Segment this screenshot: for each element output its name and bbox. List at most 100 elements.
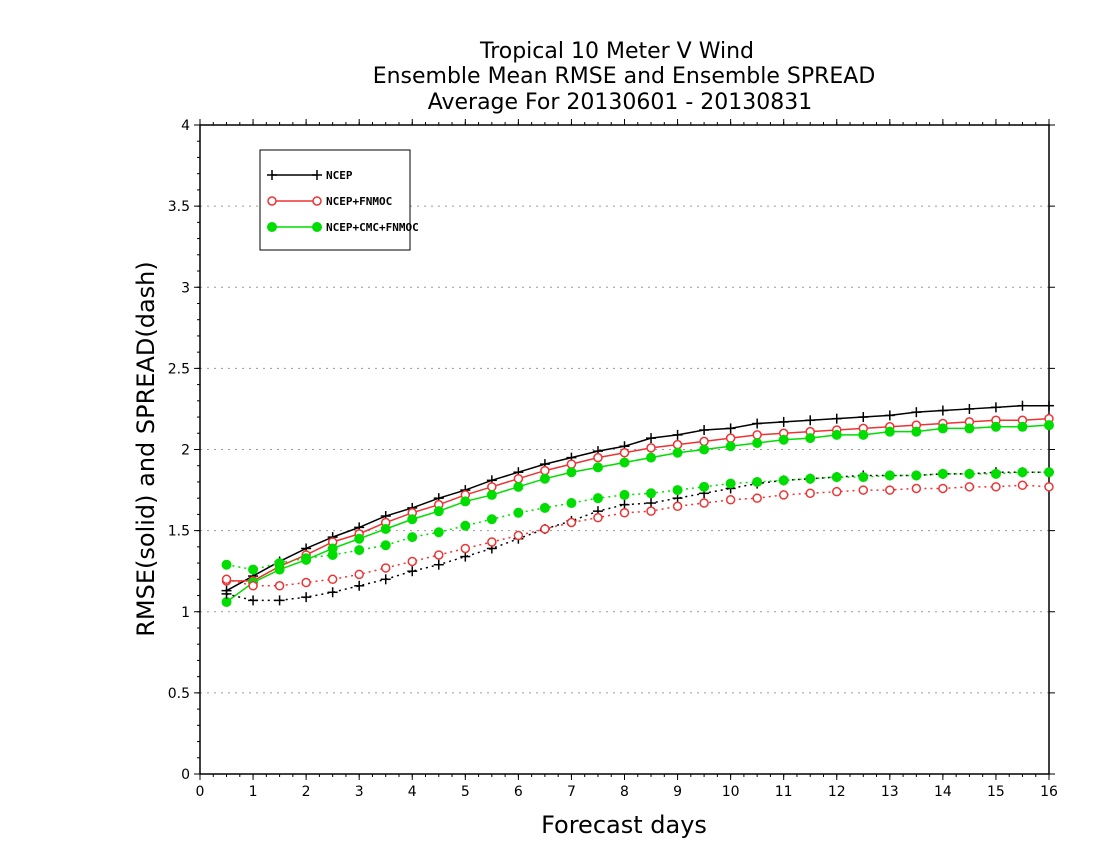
x-tick-label: 1 [249,784,258,800]
data-point-ncep-fnmoc-spread [460,543,471,554]
y-tick-label: 1.5 [168,524,190,540]
data-point-ncep-fnmoc-rmse [752,430,762,440]
data-point-ncep-cmc-fnmoc-spread [221,559,232,570]
axis-ticks: 00.511.522.533.540 1 2 3 4 5 6 7 8 9 10 11 12 13 14 15 1… [168,118,1058,800]
data-point-ncep-cmc-fnmoc-rmse [592,462,603,473]
data-point-ncep-cmc-fnmoc-rmse [884,426,895,437]
data-point-ncep-cmc-fnmoc-spread [301,553,312,564]
data-point-ncep-cmc-fnmoc-spread [513,507,524,518]
data-point-ncep-cmc-fnmoc-spread [858,472,869,483]
x-tick-label: 7 [567,784,576,800]
data-point-ncep-cmc-fnmoc-rmse [566,467,577,478]
data-point-ncep-fnmoc-spread [221,574,232,585]
chart-title-line-3: Average For 20130601 - 20130831 [428,90,813,115]
data-point-ncep-cmc-fnmoc-spread [1017,467,1028,478]
data-point-ncep-fnmoc-spread [248,581,258,591]
data-point-ncep-cmc-fnmoc-spread [539,502,550,513]
data-point-ncep-cmc-fnmoc-rmse [407,514,418,525]
data-point-ncep-cmc-fnmoc-spread [407,532,418,543]
legend-label-ncep-fnmoc: NCEP+FNMOC [326,195,392,208]
data-point-ncep-fnmoc-spread [380,563,391,573]
data-point-ncep-cmc-fnmoc-rmse [1044,420,1054,431]
x-tick-label: 11 [775,784,793,800]
data-point-ncep-fnmoc-spread [938,483,948,494]
data-point-ncep-rmse [964,403,975,414]
legend: NCEP NCEP+FNMOC NCEP+CMC+FNMOC [259,149,419,251]
x-tick-label: 15 [987,784,1005,800]
data-point-ncep-cmc-fnmoc-spread [884,470,895,481]
data-point-ncep-spread [301,592,312,603]
data-point-ncep-cmc-fnmoc-spread [592,493,603,504]
data-point-ncep-rmse [699,425,710,436]
data-point-ncep-cmc-fnmoc-spread [486,514,497,525]
data-point-ncep-cmc-fnmoc-rmse [486,489,497,500]
data-point-ncep-cmc-fnmoc-spread [725,478,736,489]
data-point-ncep-spread [433,559,444,570]
series-ncep-fnmoc-rmse [221,413,1054,586]
x-tick-label: 16 [1040,784,1058,800]
x-tick-label: 4 [408,784,417,800]
data-point-ncep-cmc-fnmoc-rmse [539,473,550,484]
data-point-ncep-cmc-fnmoc-rmse [380,524,391,535]
series-ncep-rmse [221,400,1054,596]
data-point-ncep-rmse [911,407,922,418]
x-tick-label: 13 [881,784,899,800]
y-tick-label: 0 [181,767,190,783]
data-point-ncep-fnmoc-spread [566,517,577,528]
data-point-ncep-cmc-fnmoc-spread [248,564,259,575]
data-point-ncep-fnmoc-rmse [487,482,497,492]
y-tick-label: 3.5 [168,199,190,215]
x-tick-label: 2 [302,784,311,800]
data-point-ncep-spread [248,595,259,606]
data-point-ncep-cmc-fnmoc-spread [354,545,365,556]
data-point-ncep-rmse [884,410,895,421]
data-point-ncep-fnmoc-spread [672,501,683,512]
data-point-ncep-fnmoc-spread [991,482,1001,492]
data-point-ncep-fnmoc-spread [354,569,364,580]
series-group [221,400,1054,608]
chart-title-line-2: Ensemble Mean RMSE and Ensemble SPREAD [373,64,876,89]
data-point-ncep-cmc-fnmoc-spread [672,485,683,496]
data-point-ncep-fnmoc-spread [487,537,497,547]
data-point-ncep-fnmoc-rmse [513,473,524,484]
chart-title-line-1: Tropical 10 Meter V Wind [479,39,754,64]
data-point-ncep-cmc-fnmoc-spread [460,520,471,531]
data-point-ncep-spread [380,574,391,585]
data-point-ncep-spread [354,580,365,591]
y-tick-label: 1 [181,605,190,621]
x-tick-label: 3 [355,784,364,800]
data-point-ncep-cmc-fnmoc-spread [699,481,710,492]
series-ncep-cmc-fnmoc-spread [221,467,1054,575]
data-point-ncep-fnmoc-spread [593,512,603,523]
legend-marker-ncep [267,170,277,180]
y-axis-label: RMSE(solid) and SPREAD(dash) [132,261,160,637]
legend-marker-ncep-cmc-fnmoc [267,222,277,232]
data-point-ncep-fnmoc-rmse [672,439,683,450]
data-point-ncep-fnmoc-spread [407,556,417,567]
data-point-ncep-rmse [1044,400,1054,411]
data-point-ncep-cmc-fnmoc-spread [752,476,763,487]
data-point-ncep-rmse [725,423,736,434]
data-point-ncep-cmc-fnmoc-spread [805,473,816,484]
data-point-ncep-spread [221,588,232,599]
x-tick-label: 12 [828,784,846,800]
y-tick-label: 0.5 [168,686,190,702]
data-point-ncep-spread [274,595,285,606]
data-point-ncep-fnmoc-spread [327,574,338,585]
data-point-ncep-fnmoc-spread [513,530,524,541]
data-point-ncep-cmc-fnmoc-spread [274,558,285,569]
x-tick-label: 6 [514,784,523,800]
legend-marker-ncep-fnmoc [312,196,322,206]
data-point-ncep-cmc-fnmoc-spread [990,468,1001,479]
data-point-ncep-rmse [858,412,869,423]
legend-marker-ncep-cmc-fnmoc [312,222,322,232]
data-point-ncep-cmc-fnmoc-rmse [433,506,444,517]
series-line-ncep-rmse [226,404,1049,592]
data-point-ncep-cmc-fnmoc-rmse [513,481,524,492]
data-point-ncep-cmc-fnmoc-rmse [752,438,763,449]
x-tick-label: 8 [620,784,629,800]
data-point-ncep-fnmoc-spread [752,493,762,503]
data-point-ncep-fnmoc-spread [911,483,922,494]
data-point-ncep-cmc-fnmoc-rmse [778,434,789,445]
series-line-ncep-fnmoc-rmse [226,417,1050,582]
